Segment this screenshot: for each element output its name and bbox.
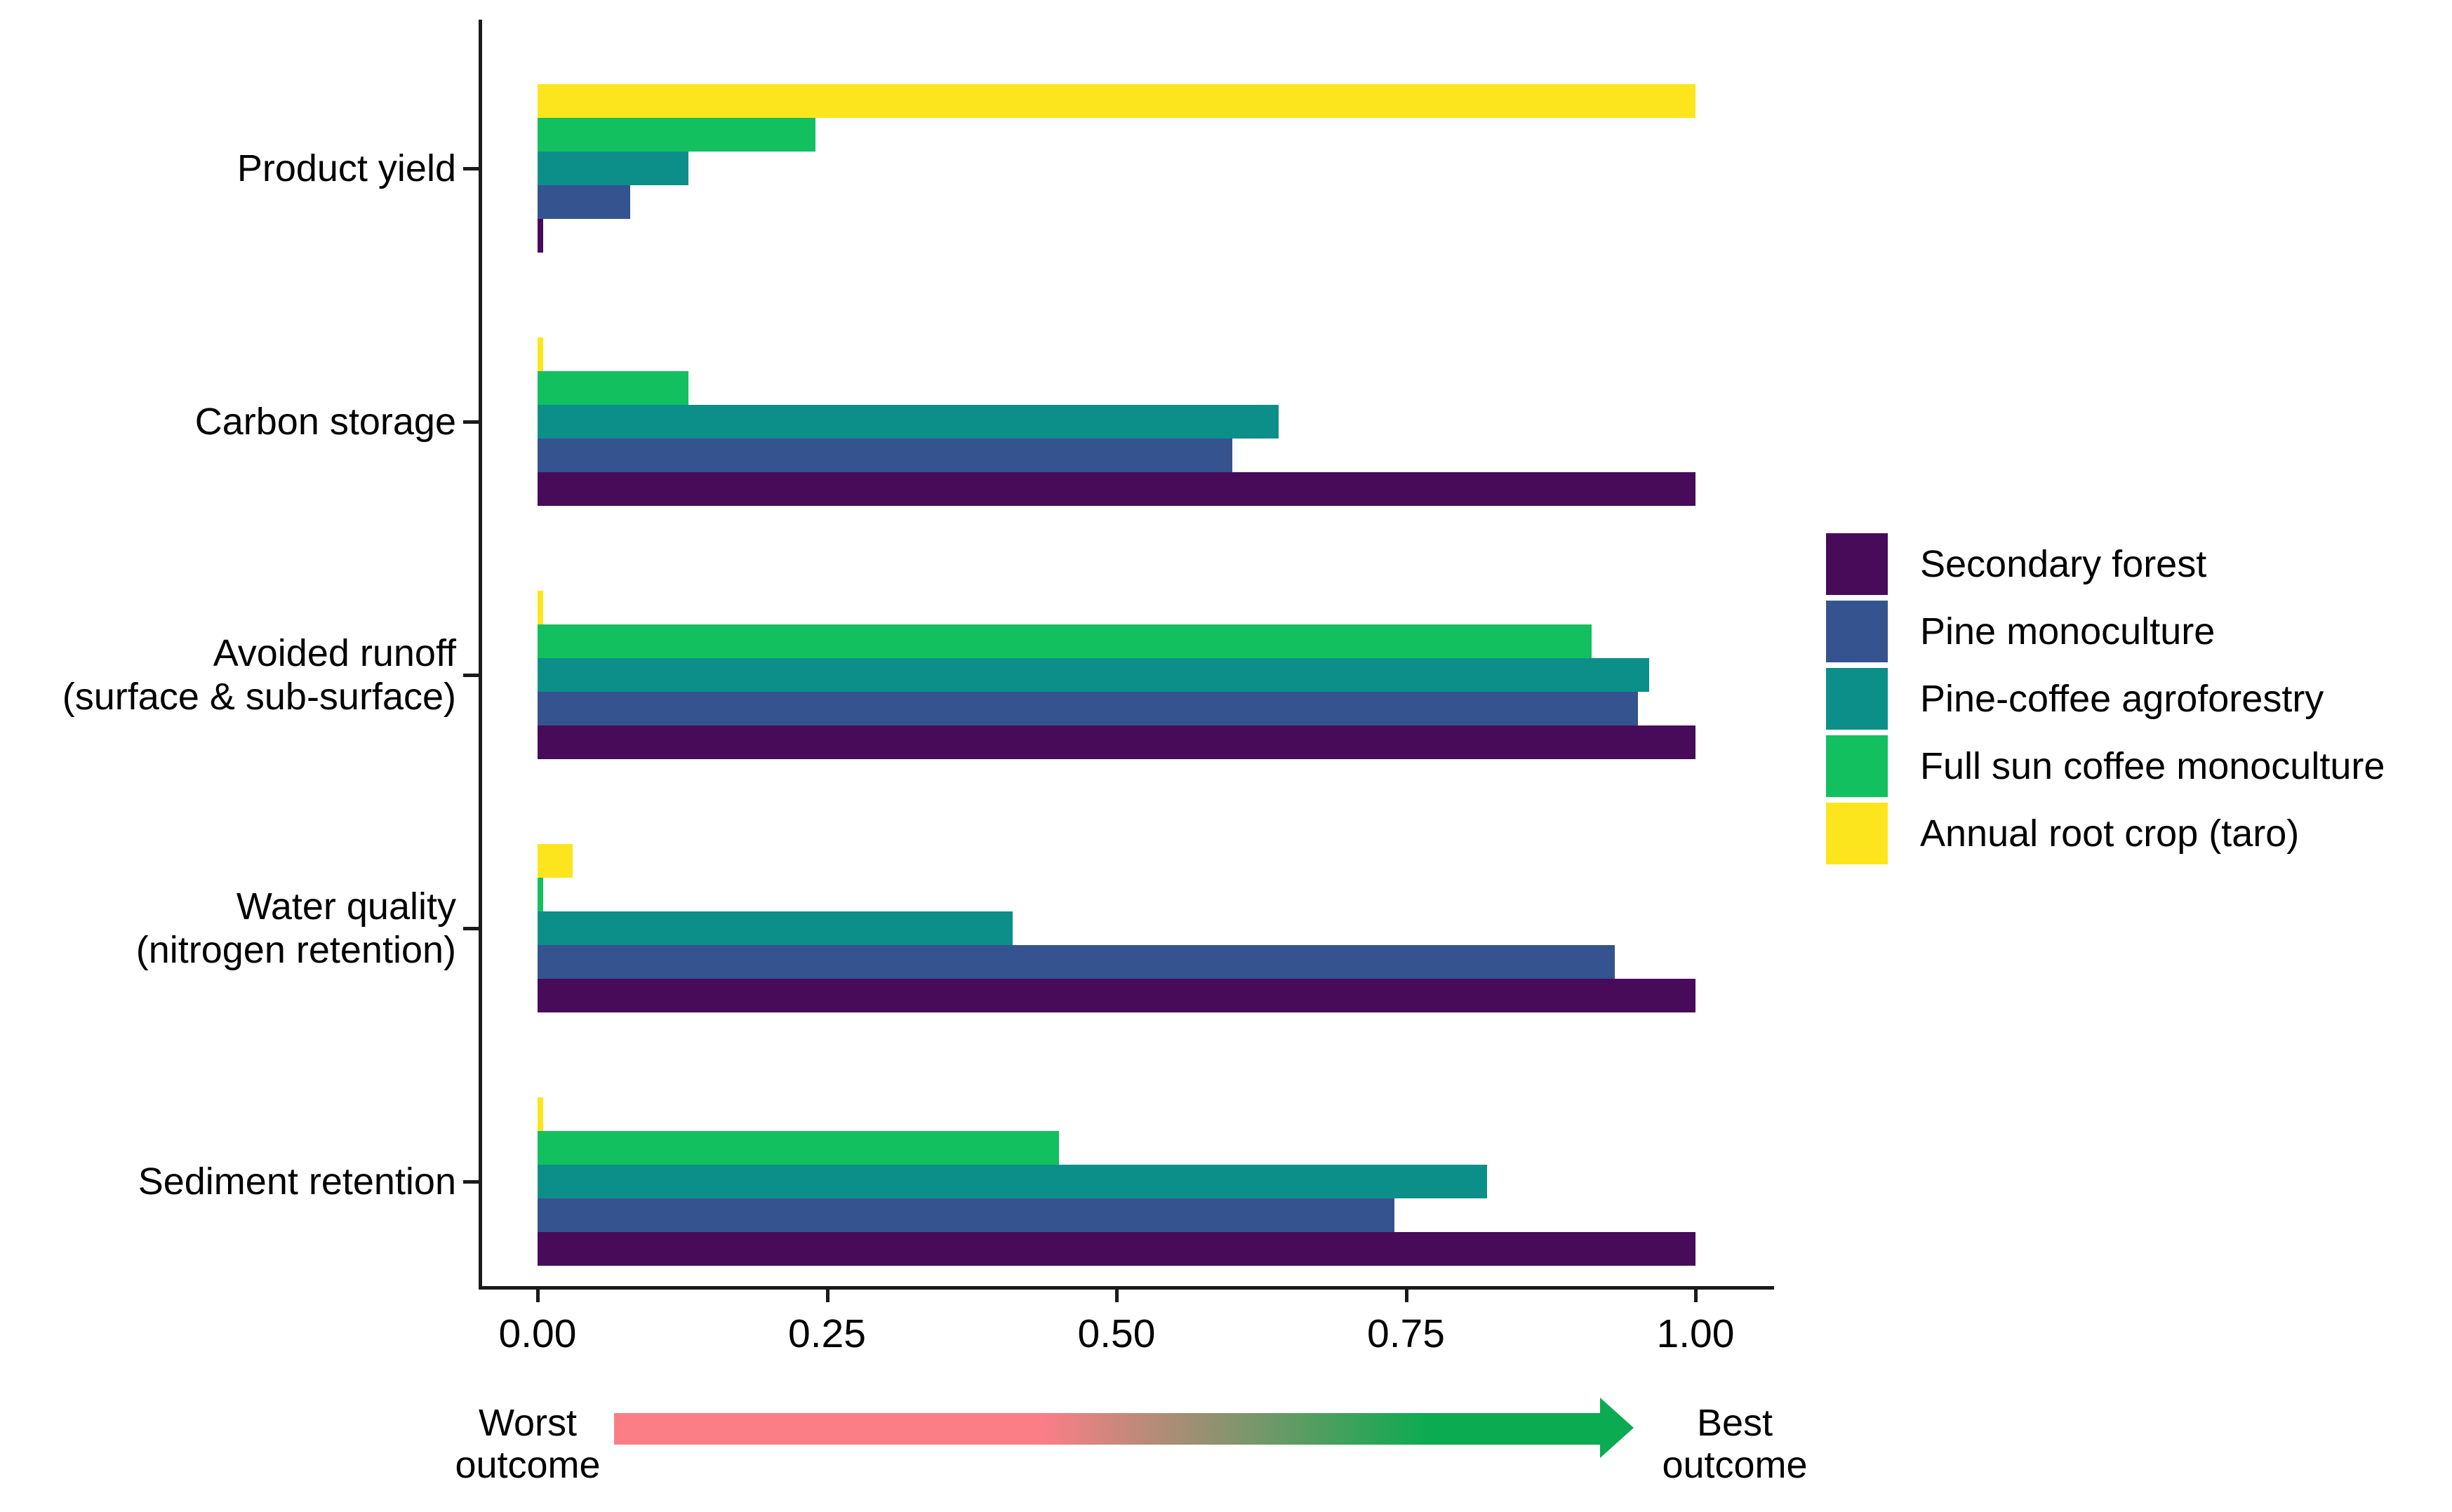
category-label-sediment-retention: Sediment retention bbox=[0, 1160, 456, 1203]
bar-secondary-forest bbox=[538, 1232, 1695, 1266]
legend-swatch-pine-monoculture bbox=[1826, 601, 1888, 662]
bar-secondary-forest bbox=[538, 725, 1695, 759]
category-label-line: Carbon storage bbox=[194, 401, 456, 443]
y-axis-line bbox=[479, 20, 482, 1290]
x-tick-0.75 bbox=[1404, 1290, 1408, 1302]
bar-secondary-forest bbox=[538, 979, 1695, 1012]
worst-outcome-label: Worst outcome bbox=[394, 1402, 661, 1486]
bar-annual-root-crop-taro bbox=[538, 337, 543, 371]
bar-annual-root-crop-taro bbox=[538, 844, 573, 878]
legend-item-pine-coffee-agroforestry: Pine-coffee agroforestry bbox=[1826, 668, 2385, 730]
x-tick-label-1.00: 1.00 bbox=[1656, 1311, 1735, 1356]
legend-swatch-secondary-forest bbox=[1826, 533, 1888, 595]
x-tick-label-0.50: 0.50 bbox=[1077, 1311, 1156, 1356]
bar-pine-coffee-agroforestry bbox=[538, 911, 1013, 945]
legend-label-pine-monoculture: Pine monoculture bbox=[1920, 610, 2216, 653]
bar-pine-coffee-agroforestry bbox=[538, 1165, 1487, 1198]
category-label-line: Product yield bbox=[236, 147, 456, 189]
bar-pine-coffee-agroforestry bbox=[538, 152, 688, 185]
x-axis-line bbox=[479, 1286, 1774, 1290]
legend-swatch-annual-root-crop-taro bbox=[1826, 803, 1888, 864]
bar-pine-monoculture bbox=[538, 1198, 1394, 1232]
legend-label-secondary-forest: Secondary forest bbox=[1920, 543, 2207, 585]
bar-pine-monoculture bbox=[538, 185, 630, 219]
best-outcome-line2: outcome bbox=[1662, 1444, 1808, 1486]
bar-full-sun-coffee-monoculture bbox=[538, 1131, 1059, 1165]
worst-outcome-line2: outcome bbox=[455, 1444, 601, 1486]
bar-pine-coffee-agroforestry bbox=[538, 405, 1279, 439]
x-tick-label-0.00: 0.00 bbox=[498, 1311, 577, 1356]
legend-item-annual-root-crop-taro: Annual root crop (taro) bbox=[1826, 803, 2385, 864]
category-label-line: Avoided runoff bbox=[213, 632, 456, 674]
x-tick-label-0.25: 0.25 bbox=[788, 1311, 866, 1356]
x-tick-0.25 bbox=[825, 1290, 829, 1302]
y-tick-sediment-retention bbox=[463, 1180, 479, 1184]
y-tick-water-quality bbox=[463, 927, 479, 930]
x-tick-1.00 bbox=[1694, 1290, 1698, 1302]
best-outcome-label: Best outcome bbox=[1601, 1402, 1868, 1486]
bar-annual-root-crop-taro bbox=[538, 1097, 543, 1131]
x-tick-label-0.75: 0.75 bbox=[1367, 1311, 1445, 1356]
bar-pine-monoculture bbox=[538, 945, 1615, 979]
category-label-product-yield: Product yield bbox=[0, 147, 456, 190]
bar-pine-monoculture bbox=[538, 439, 1232, 472]
bar-pine-coffee-agroforestry bbox=[538, 658, 1649, 692]
bar-full-sun-coffee-monoculture bbox=[538, 118, 815, 152]
y-tick-carbon-storage bbox=[463, 420, 479, 424]
bar-secondary-forest bbox=[538, 472, 1695, 506]
category-label-carbon-storage: Carbon storage bbox=[0, 400, 456, 443]
bar-annual-root-crop-taro bbox=[538, 84, 1695, 118]
category-label-line: (nitrogen retention) bbox=[135, 929, 456, 971]
category-label-avoided-runoff: Avoided runoff (surface & sub-surface) bbox=[0, 631, 456, 718]
y-tick-product-yield bbox=[463, 167, 479, 170]
gradient-arrow-shape bbox=[614, 1398, 1634, 1458]
bar-annual-root-crop-taro bbox=[538, 591, 543, 624]
legend-swatch-pine-coffee-agroforestry bbox=[1826, 668, 1888, 730]
bar-secondary-forest bbox=[538, 219, 543, 253]
legend: Secondary forest Pine monoculture Pine-cof… bbox=[1826, 533, 2385, 870]
bar-full-sun-coffee-monoculture bbox=[538, 624, 1592, 658]
x-tick-0.00 bbox=[536, 1290, 540, 1302]
legend-label-annual-root-crop-taro: Annual root crop (taro) bbox=[1920, 812, 2300, 855]
best-outcome-line1: Best bbox=[1696, 1402, 1773, 1444]
y-tick-avoided-runoff bbox=[463, 674, 479, 677]
bar-full-sun-coffee-monoculture bbox=[538, 371, 688, 405]
category-label-line: Water quality bbox=[236, 885, 456, 928]
x-tick-0.50 bbox=[1115, 1290, 1119, 1302]
category-label-line: Sediment retention bbox=[138, 1160, 456, 1203]
legend-item-pine-monoculture: Pine monoculture bbox=[1826, 601, 2385, 662]
legend-item-full-sun-coffee-monoculture: Full sun coffee monoculture bbox=[1826, 735, 2385, 797]
legend-swatch-full-sun-coffee-monoculture bbox=[1826, 735, 1888, 797]
legend-item-secondary-forest: Secondary forest bbox=[1826, 533, 2385, 595]
category-label-line: (surface & sub-surface) bbox=[62, 676, 456, 718]
category-label-water-quality: Water quality (nitrogen retention) bbox=[0, 885, 456, 972]
legend-label-full-sun-coffee-monoculture: Full sun coffee monoculture bbox=[1920, 745, 2385, 787]
worst-outcome-line1: Worst bbox=[478, 1402, 577, 1444]
bar-full-sun-coffee-monoculture bbox=[538, 878, 543, 911]
legend-label-pine-coffee-agroforestry: Pine-coffee agroforestry bbox=[1920, 678, 2324, 720]
bar-pine-monoculture bbox=[538, 692, 1638, 725]
